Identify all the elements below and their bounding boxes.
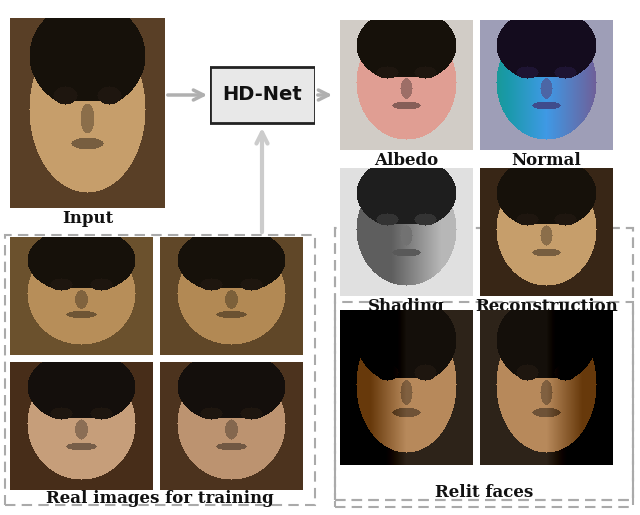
Text: Albedo: Albedo [374, 152, 438, 169]
FancyBboxPatch shape [210, 67, 315, 123]
Text: Shading: Shading [368, 298, 445, 315]
Text: Normal: Normal [511, 152, 581, 169]
Text: Relit faces: Relit faces [435, 484, 533, 501]
Text: Reconstruction: Reconstruction [475, 298, 618, 315]
Bar [335, 302, 633, 507]
Bar [5, 235, 315, 505]
Bar [335, 228, 633, 500]
Text: Real images for training: Real images for training [46, 490, 274, 507]
Text: HD-Net: HD-Net [223, 85, 302, 105]
Bar [335, 228, 633, 500]
Text: Input: Input [62, 210, 113, 227]
